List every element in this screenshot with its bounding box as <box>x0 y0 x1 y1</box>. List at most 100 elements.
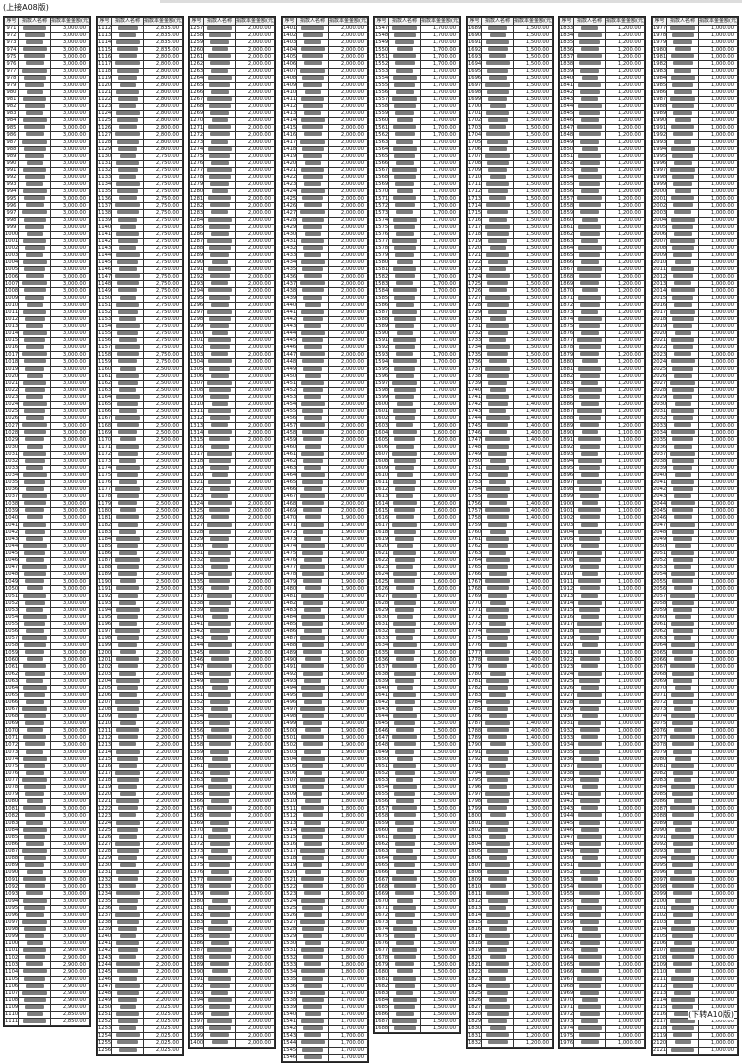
serial-number: 1191 <box>98 586 112 593</box>
donor-name <box>19 61 51 68</box>
donor-name <box>19 721 51 728</box>
serial-number: 1852 <box>560 160 574 167</box>
table-row: 11642,500.00 <box>98 394 183 401</box>
donor-name <box>389 323 421 330</box>
donor-name <box>297 472 329 479</box>
serial-number: 1669 <box>375 891 389 898</box>
table-row: 18361,200.00 <box>560 47 645 54</box>
table-row: 13832,000.00 <box>190 919 275 926</box>
donation-amount: 1,200.00 <box>514 955 553 962</box>
table-row: 12152,200.00 <box>98 756 183 763</box>
serial-number: 1582 <box>375 274 389 281</box>
donation-amount: 1,100.00 <box>606 565 645 572</box>
donor-name <box>482 480 514 487</box>
serial-number: 1411 <box>283 96 297 103</box>
serial-number: 1071 <box>5 735 19 742</box>
donation-amount: 2,000.00 <box>329 167 368 174</box>
donation-amount: 1,200.00 <box>514 990 553 997</box>
donor-name <box>297 543 329 550</box>
donor-name <box>297 969 329 976</box>
serial-number: 1846 <box>560 118 574 125</box>
serial-number: 1079 <box>5 792 19 799</box>
table-row: 9993,000.00 <box>5 224 90 231</box>
donor-name-glyphs <box>393 147 417 151</box>
table-row: 18591,200.00 <box>560 210 645 217</box>
donor-name <box>389 735 421 742</box>
donor-name-glyphs <box>304 750 321 754</box>
donor-name <box>112 26 144 33</box>
donor-name <box>482 941 514 948</box>
serial-number: 1738 <box>468 373 482 380</box>
table-row: 18651,200.00 <box>560 253 645 260</box>
donor-name-glyphs <box>26 913 44 917</box>
donation-amount: 1,200.00 <box>606 104 645 111</box>
table-row: 11942,500.00 <box>98 607 183 614</box>
donor-name-glyphs <box>305 374 321 378</box>
donation-amount: 1,100.00 <box>606 664 645 671</box>
table-row: 13552,000.00 <box>190 721 275 728</box>
donor-name-glyphs <box>210 913 230 917</box>
column-header: 捐款人名称 <box>574 18 606 26</box>
table-row: 12002,200.00 <box>98 650 183 657</box>
donor-name-glyphs <box>207 310 232 314</box>
donor-name-glyphs <box>117 47 138 51</box>
donor-name <box>574 401 606 408</box>
donor-name-glyphs <box>208 785 232 789</box>
donor-name <box>19 572 51 579</box>
donation-amount: 1,200.00 <box>514 1004 553 1011</box>
donation-amount: 2,800.00 <box>144 68 183 75</box>
table-row: 18761,200.00 <box>560 331 645 338</box>
donation-amount: 1,800.00 <box>329 891 368 898</box>
table-row: 13682,000.00 <box>190 813 275 820</box>
donation-amount: 3,000.00 <box>51 40 90 47</box>
serial-number: 1538 <box>283 997 297 1004</box>
serial-number: 1781 <box>468 678 482 685</box>
table-row: 16761,500.00 <box>375 941 460 948</box>
donor-name-glyphs <box>23 757 47 761</box>
serial-number: 1531 <box>283 948 297 955</box>
table-row: 14891,900.00 <box>283 650 368 657</box>
serial-number: 1642 <box>375 699 389 706</box>
serial-number: 1345 <box>190 650 204 657</box>
serial-number: 1722 <box>468 260 482 267</box>
serial-number: 1064 <box>5 685 19 692</box>
donor-name-glyphs <box>395 821 414 825</box>
donation-amount: 1,000.00 <box>606 877 645 884</box>
donation-amount: 1,200.00 <box>606 387 645 394</box>
table-row: 16801,500.00 <box>375 969 460 976</box>
donor-name <box>297 409 329 416</box>
donation-amount: 1,800.00 <box>329 813 368 820</box>
serial-number: 1154 <box>98 323 112 330</box>
serial-number: 1758 <box>468 515 482 522</box>
donor-name-glyphs <box>392 452 417 456</box>
donor-name <box>482 331 514 338</box>
donor-name <box>574 430 606 437</box>
donation-amount: 2,000.00 <box>236 260 275 267</box>
donor-name-glyphs <box>394 934 415 938</box>
donation-amount: 2,500.00 <box>144 543 183 550</box>
table-row: 13372,000.00 <box>190 593 275 600</box>
table-row: 16991,500.00 <box>468 96 553 103</box>
donor-name-glyphs <box>581 686 599 690</box>
table-row: 15621,700.00 <box>375 132 460 139</box>
serial-number: 1718 <box>468 231 482 238</box>
donor-name <box>389 891 421 898</box>
table-row: 10593,000.00 <box>5 650 90 657</box>
serial-number: 1802 <box>468 827 482 834</box>
donation-amount: 2,000.00 <box>329 331 368 338</box>
donor-name-glyphs <box>25 934 44 938</box>
donor-name <box>204 558 236 565</box>
donor-name <box>112 1033 144 1040</box>
donor-name-glyphs <box>26 182 43 186</box>
serial-number: 1704 <box>468 132 482 139</box>
serial-number: 1318 <box>190 458 204 465</box>
serial-number: 1806 <box>468 855 482 862</box>
table-row: 11582,750.00 <box>98 352 183 359</box>
table-row: 18801,200.00 <box>560 359 645 366</box>
donation-amount: 2,500.00 <box>144 643 183 650</box>
table-row: 13982,000.00 <box>190 1026 275 1033</box>
donor-name-glyphs <box>397 402 413 406</box>
column-header: 捐款本金金额(元) <box>144 18 183 26</box>
